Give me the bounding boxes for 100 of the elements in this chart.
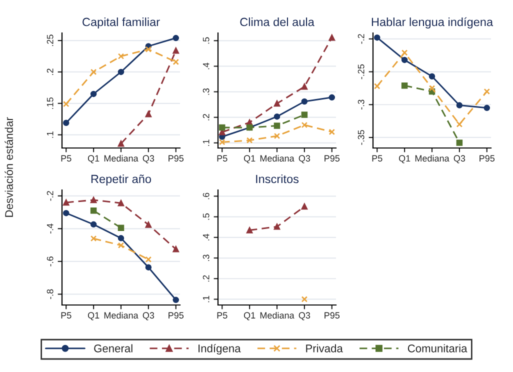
y-tick-label: .15: [46, 97, 54, 109]
chart-title: Inscritos: [256, 174, 299, 184]
point: [374, 34, 380, 41]
x-tick-label: P95: [324, 312, 340, 319]
point: [62, 100, 70, 108]
chart-title: Repetir año: [91, 174, 152, 186]
y-tick-label: .1: [202, 296, 210, 302]
x-tick-label: P5: [61, 155, 72, 162]
point: [145, 256, 152, 263]
point: [118, 235, 124, 242]
legend-label: Comunitaria: [408, 344, 468, 352]
x-tick-label: Q3: [298, 312, 310, 320]
y-tick-label: .4: [202, 234, 210, 240]
x-tick-label: P95: [324, 155, 340, 162]
point: [90, 68, 97, 76]
point: [401, 50, 408, 56]
y-tick-label: .3: [202, 88, 210, 95]
point: [428, 73, 436, 80]
point: [90, 235, 97, 242]
y-tick-label: .5: [202, 213, 210, 220]
point: [218, 124, 226, 131]
x-tick-label: Q3: [142, 312, 154, 320]
point: [218, 138, 226, 146]
x-tick-label: Mediana: [260, 312, 294, 319]
y-tick-label: -.2: [46, 191, 54, 201]
point: [328, 128, 336, 136]
x-tick-label: Mediana: [104, 154, 138, 162]
y-tick-label: -.35: [358, 130, 364, 145]
point: [90, 196, 97, 204]
point: [62, 120, 70, 126]
point: [374, 83, 380, 90]
point: [274, 122, 280, 129]
point: [274, 224, 280, 230]
x-tick-label: Q1: [398, 155, 410, 164]
point: [301, 98, 308, 105]
chart-title: Clima del aula: [240, 18, 314, 26]
point: [328, 94, 336, 101]
y-tick-label: -.25: [358, 64, 364, 80]
x-tick-label: Q1: [88, 155, 100, 164]
x-tick-label: P95: [168, 155, 184, 162]
point: [274, 100, 280, 107]
x-tick-label: P5: [217, 155, 228, 162]
point: [118, 200, 124, 206]
point: [456, 121, 463, 128]
point: [301, 296, 308, 302]
point: [246, 137, 253, 144]
point: [145, 46, 152, 52]
x-tick-label: P95: [168, 312, 184, 319]
x-tick-label: Mediana: [104, 312, 138, 319]
x-tick-label: Q1: [244, 155, 256, 164]
point: [172, 34, 180, 42]
point: [62, 210, 70, 216]
y-tick-label: -.3: [358, 100, 364, 110]
x-tick-label: Q3: [454, 155, 466, 164]
x-tick-label: Mediana: [260, 154, 294, 162]
legend-label: Indígena: [198, 344, 241, 355]
x-tick-label: P5: [372, 155, 382, 162]
point: [145, 264, 152, 270]
point: [301, 84, 308, 90]
point: [145, 110, 152, 118]
point: [401, 56, 408, 64]
y-tick-label: .2: [202, 275, 210, 282]
x-tick-label: Q1: [244, 312, 256, 320]
point: [301, 112, 308, 118]
y-tick-label: .2: [46, 68, 54, 75]
point: [118, 68, 124, 76]
point: [456, 102, 463, 108]
y-tick-label: .3: [202, 254, 210, 261]
point: [118, 242, 124, 248]
point: [172, 296, 180, 304]
point: [145, 222, 152, 228]
y-tick-label: .6: [202, 192, 210, 200]
y-tick-label: .4: [202, 62, 210, 70]
point: [62, 199, 70, 206]
point: [172, 246, 180, 252]
x-tick-label: Mediana: [415, 154, 450, 162]
point: [172, 47, 180, 54]
y-tick-label: .2: [202, 114, 210, 120]
y-tick-label: -.4: [46, 224, 54, 234]
x-tick-label: Q3: [142, 155, 154, 164]
point: [118, 140, 124, 147]
point: [401, 82, 408, 89]
point: [484, 104, 490, 112]
point: [246, 227, 253, 234]
x-tick-label: Q3: [298, 155, 310, 164]
y-tick-label: -.8: [46, 289, 54, 300]
point: [484, 88, 490, 95]
legend-label: General: [94, 344, 132, 352]
point: [301, 122, 308, 128]
x-tick-label: Q1: [88, 312, 100, 320]
point: [90, 90, 97, 98]
x-tick-label: P5: [217, 312, 228, 319]
legend-label: Privada: [306, 344, 343, 352]
y-tick-label: .1: [202, 140, 210, 146]
x-tick-label: P95: [480, 155, 495, 162]
y-tick-label: -.2: [358, 34, 364, 44]
point: [274, 132, 280, 140]
point: [301, 203, 308, 210]
point: [90, 208, 97, 214]
chart-title: Hablar lengua indígena: [372, 17, 494, 29]
